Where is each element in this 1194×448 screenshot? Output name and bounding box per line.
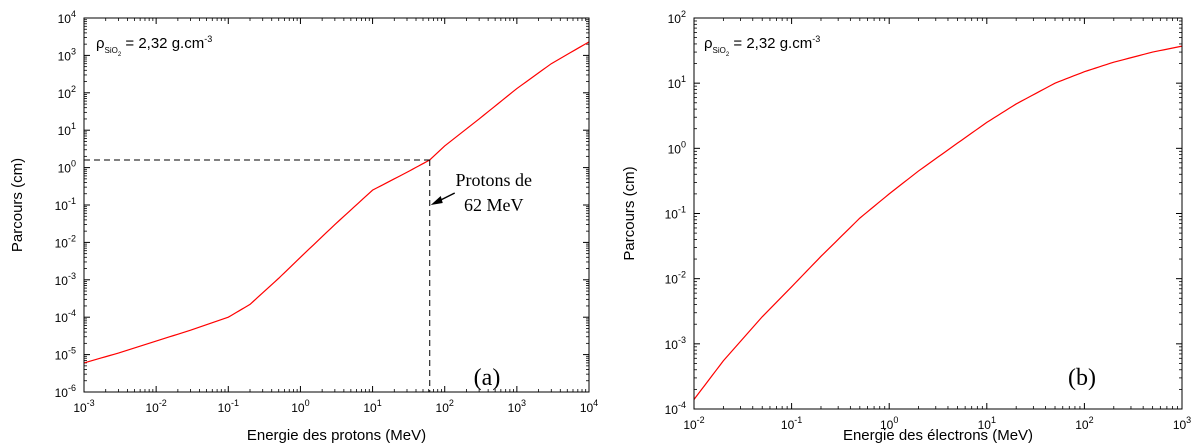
- b-y-tick-label: 10-2: [665, 270, 686, 287]
- b-x-tick-label: 102: [1075, 415, 1093, 432]
- a-y-tick-label: 103: [58, 46, 76, 63]
- a-y-axis-label: Parcours (cm): [9, 158, 26, 252]
- a-ticks: 10-3 10-2 10-1 100 101 102 103 104 10-6 10-5 10-4 1…: [55, 9, 599, 415]
- b-plot-frame: [693, 17, 1183, 410]
- a-y-tick-label: 101: [58, 121, 76, 138]
- b-x-tick-label: 10-1: [781, 415, 802, 432]
- a-y-tick-label: 10-3: [55, 271, 76, 288]
- a-plot-frame: [83, 17, 590, 393]
- a-x-tick-label: 102: [436, 398, 454, 415]
- a-x-axis-label: Energie des protons (MeV): [247, 427, 426, 444]
- a-x-tick-label: 10-2: [145, 398, 166, 415]
- a-y-tick-label: 104: [58, 9, 76, 26]
- a-x-tick-label: 100: [291, 398, 309, 415]
- a-y-tick-label: 10-4: [55, 308, 76, 325]
- a-annotation-group: Protons de 62 MeV: [84, 159, 532, 392]
- panel-a: 10-3 10-2 10-1 100 101 102 103 104 10-6 10-5 10-4 1…: [9, 9, 598, 444]
- a-annotation-line-2: 62 MeV: [464, 195, 524, 215]
- a-curve-group: [83, 41, 590, 364]
- b-x-axis-label: Energie des électrons (MeV): [843, 427, 1033, 444]
- a-x-tick-label: 101: [363, 398, 381, 415]
- b-range-curve: [693, 45, 1183, 400]
- b-x-tick-label: 103: [1173, 415, 1191, 432]
- b-y-tick-label: 10-1: [665, 205, 686, 222]
- b-x-tick-label: 101: [978, 415, 996, 432]
- b-y-axis-label: Parcours (cm): [621, 166, 638, 260]
- a-x-tick-label: 103: [508, 398, 526, 415]
- a-density-label: ρSiO2 = 2,32 g.cm-3: [96, 34, 212, 58]
- b-y-tick-label: 101: [668, 74, 686, 91]
- a-y-tick-label: 10-1: [55, 196, 76, 213]
- b-y-tick-label: 102: [668, 9, 686, 26]
- a-annotation-line-1: Protons de: [455, 170, 532, 190]
- a-range-curve: [83, 41, 590, 364]
- b-density-label: ρSiO2 = 2,32 g.cm-3: [704, 34, 820, 58]
- a-x-tick-label: 104: [580, 398, 598, 415]
- a-y-tick-label: 10-5: [55, 346, 76, 363]
- a-y-tick-label: 10-2: [55, 233, 76, 250]
- b-x-tick-label: 10-2: [683, 415, 704, 432]
- a-annotation-arrow-head: [430, 196, 443, 205]
- b-y-tick-label: 100: [668, 139, 686, 156]
- b-y-tick-label: 10-3: [665, 335, 686, 352]
- b-ticks: 10-2 10-1 100 101 102 103 10-4 10-3 10-2 10-1 100 1…: [665, 9, 1192, 432]
- b-panel-label: (b): [1068, 365, 1096, 391]
- a-y-tick-label: 10-6: [55, 383, 76, 400]
- panel-b: 10-2 10-1 100 101 102 103 10-4 10-3 10-2 10-1 100 1…: [621, 9, 1191, 444]
- b-x-tick-label: 100: [880, 415, 898, 432]
- b-curve-group: [693, 45, 1183, 400]
- a-x-tick-label: 10-1: [218, 398, 239, 415]
- b-y-tick-label: 10-4: [665, 400, 686, 417]
- a-x-tick-label: 10-3: [73, 398, 94, 415]
- a-y-tick-label: 100: [58, 159, 76, 176]
- a-y-tick-label: 102: [58, 84, 76, 101]
- a-panel-label: (a): [474, 365, 501, 391]
